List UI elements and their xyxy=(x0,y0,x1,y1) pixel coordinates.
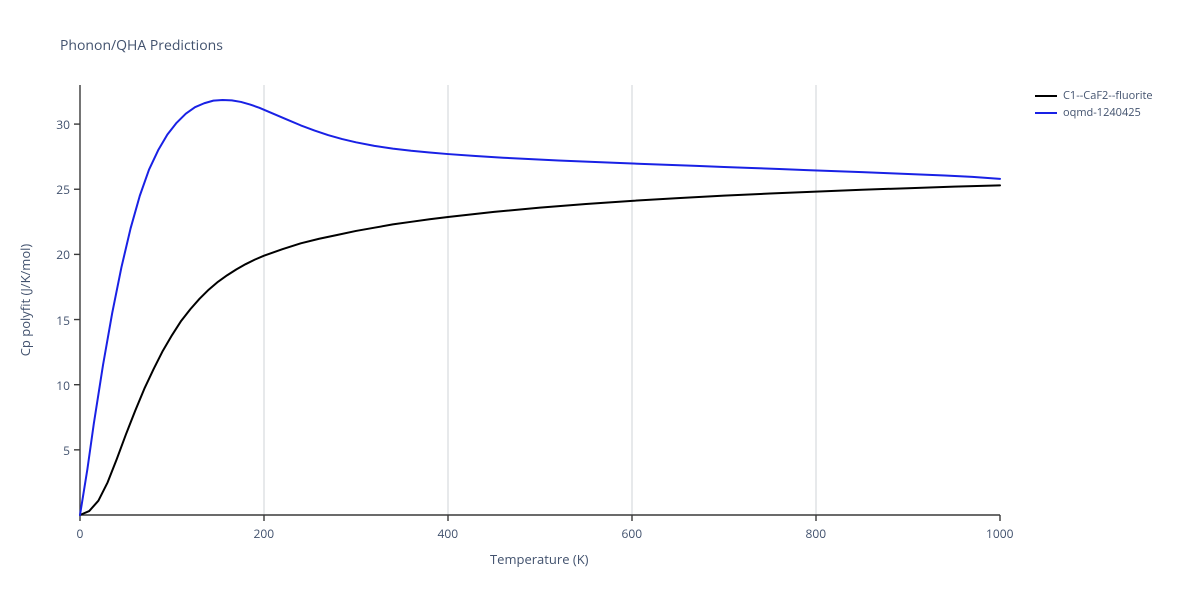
series-line xyxy=(80,185,1000,515)
chart-plot xyxy=(0,0,1200,600)
x-tick-label: 200 xyxy=(254,525,275,542)
legend-item[interactable]: C1--CaF2--fluorite xyxy=(1035,88,1153,103)
y-tick-label: 10 xyxy=(56,377,70,394)
legend-swatch xyxy=(1035,95,1057,97)
legend: C1--CaF2--fluorite oqmd-1240425 xyxy=(1035,88,1153,122)
series-line xyxy=(80,100,1000,515)
legend-swatch xyxy=(1035,112,1057,114)
legend-label: oqmd-1240425 xyxy=(1063,105,1141,120)
y-tick-label: 15 xyxy=(56,312,70,329)
y-tick-label: 25 xyxy=(56,181,70,198)
y-tick-label: 20 xyxy=(56,246,70,263)
x-tick-label: 400 xyxy=(438,525,459,542)
y-tick-label: 30 xyxy=(56,116,70,133)
x-tick-label: 600 xyxy=(622,525,643,542)
x-tick-label: 800 xyxy=(806,525,827,542)
x-tick-label: 0 xyxy=(77,525,84,542)
y-tick-label: 5 xyxy=(63,442,70,459)
legend-item[interactable]: oqmd-1240425 xyxy=(1035,105,1153,120)
x-tick-label: 1000 xyxy=(986,525,1013,542)
legend-label: C1--CaF2--fluorite xyxy=(1063,88,1153,103)
